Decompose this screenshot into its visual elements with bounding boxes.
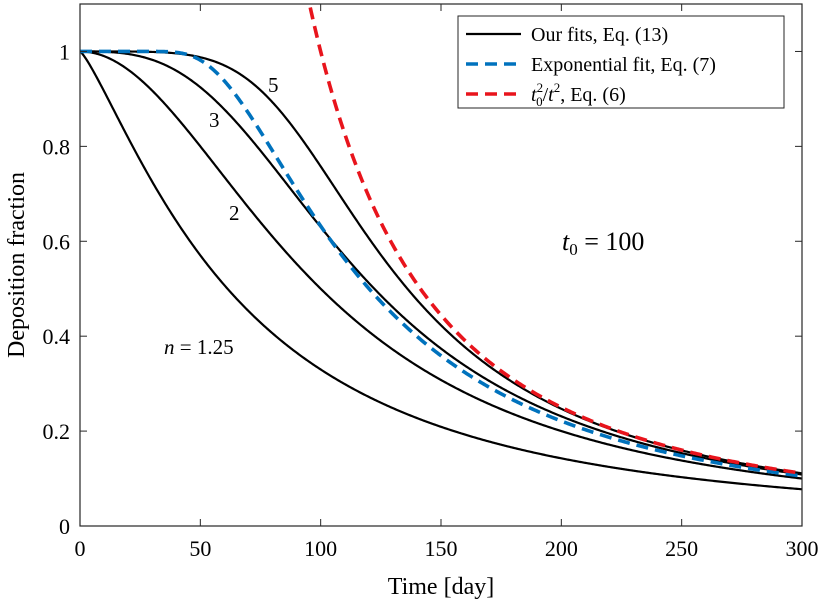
y-tick-label: 1 bbox=[59, 39, 70, 64]
y-tick-label: 0.2 bbox=[43, 419, 71, 444]
x-tick-label: 50 bbox=[189, 536, 211, 561]
series-line-n-5 bbox=[80, 50, 802, 475]
y-tick-label: 0.8 bbox=[43, 134, 71, 159]
annotation-n-3: 3 bbox=[209, 108, 220, 132]
t0-annotation: t0 = 100 bbox=[562, 227, 644, 259]
legend: Our fits, Eq. (13) Exponential fit, Eq. … bbox=[457, 15, 785, 109]
series-line-inverse-square bbox=[307, 4, 802, 476]
y-tick-label: 0.4 bbox=[43, 324, 71, 349]
x-tick-label: 300 bbox=[786, 536, 819, 561]
annotation-n-1.25: n = 1.25 bbox=[164, 335, 234, 359]
legend-label-inverse-square: t2 0/t2, Eq. (6) bbox=[531, 80, 626, 109]
legend-label-exponential: Exponential fit, Eq. (7) bbox=[531, 54, 716, 76]
y-tick-label: 0 bbox=[59, 514, 70, 539]
x-tick-label: 100 bbox=[304, 536, 337, 561]
x-tick-label: 250 bbox=[665, 536, 698, 561]
series-line-n-2 bbox=[80, 50, 802, 480]
series-line-n-1.25 bbox=[80, 50, 802, 491]
y-axis-title: Deposition fraction bbox=[4, 172, 30, 358]
x-tick-label: 0 bbox=[75, 536, 86, 561]
tick-labels: 0 50 100 150 200 250 300 0 0.2 0.4 0.6 0.8 1 bbox=[43, 39, 819, 561]
y-tick-label: 0.6 bbox=[43, 229, 71, 254]
annotation-n-2: 2 bbox=[229, 201, 240, 225]
series-line-exponential bbox=[80, 49, 802, 478]
series-line-n-3 bbox=[80, 50, 802, 476]
x-tick-label: 200 bbox=[545, 536, 578, 561]
x-tick-label: 150 bbox=[425, 536, 458, 561]
ticks bbox=[79, 4, 803, 527]
legend-label-our-fits: Our fits, Eq. (13) bbox=[531, 24, 668, 46]
plot-area bbox=[80, 4, 802, 491]
x-axis-title: Time [day] bbox=[388, 574, 494, 600]
annotation-n-5: 5 bbox=[268, 73, 279, 97]
